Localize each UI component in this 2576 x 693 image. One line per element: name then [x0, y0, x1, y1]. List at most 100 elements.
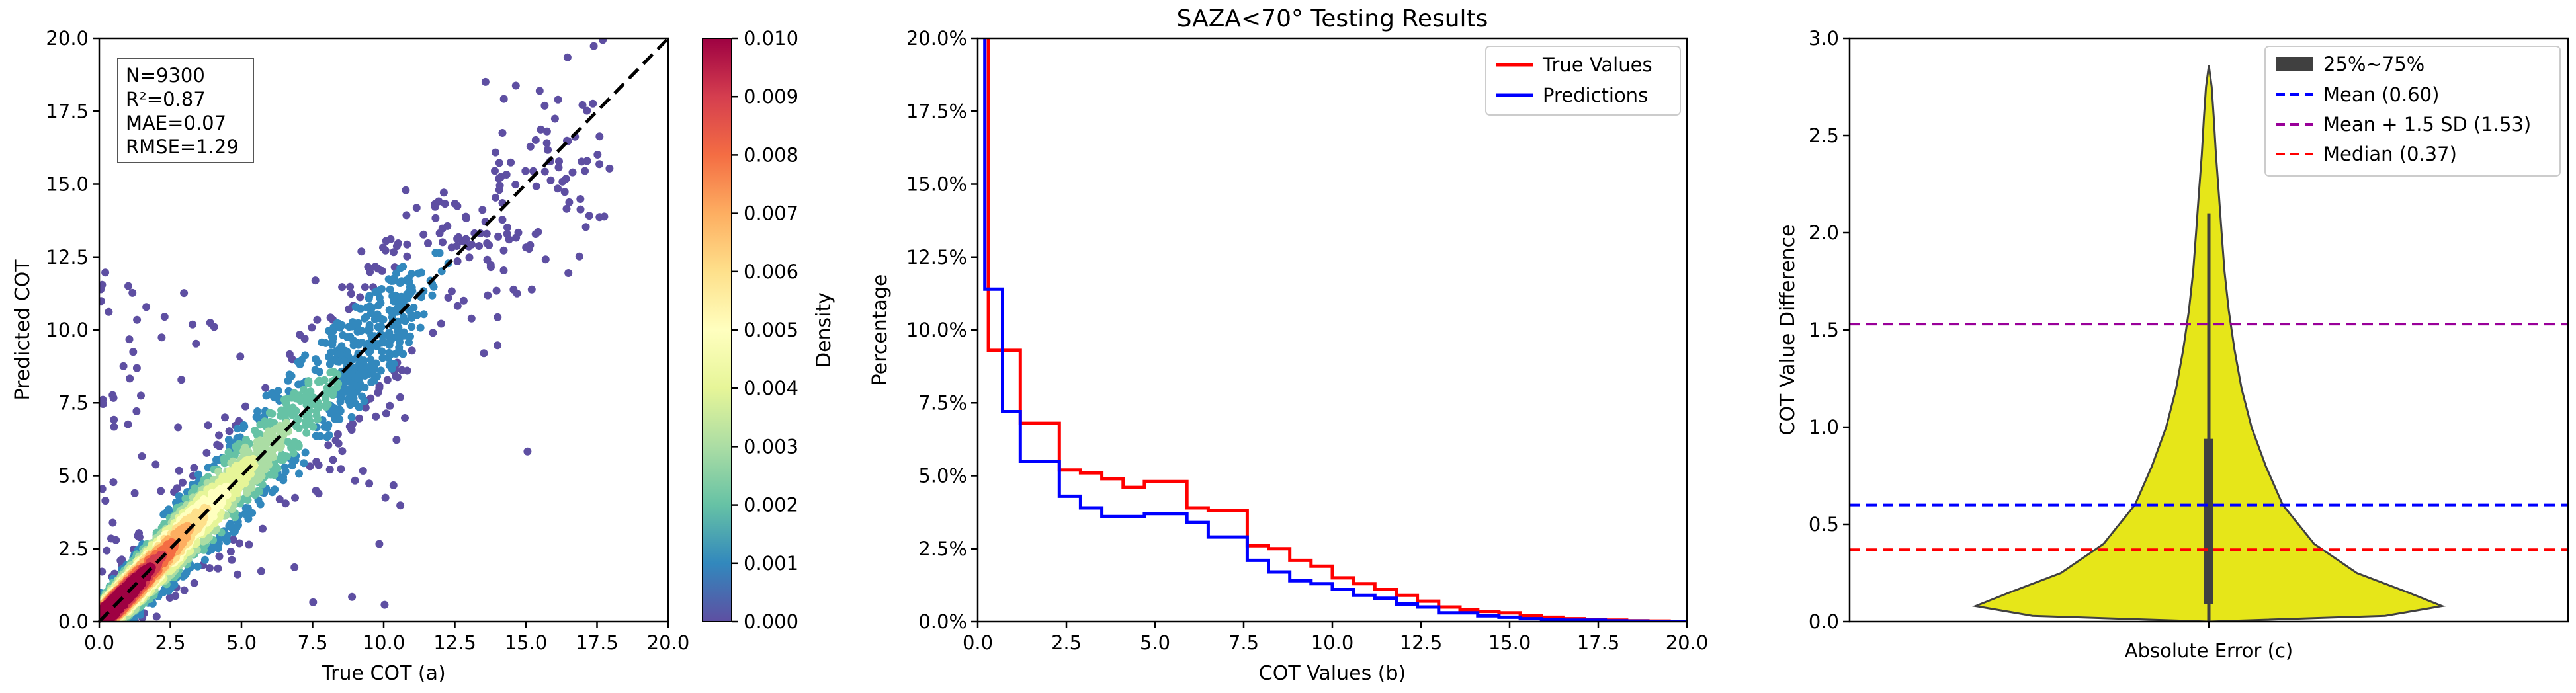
scatter-point [531, 230, 540, 238]
scatter-point [447, 243, 456, 252]
scatter-point [365, 479, 374, 488]
scatter-point [386, 285, 394, 294]
scatter-point [431, 202, 439, 211]
scatter-point [439, 188, 448, 197]
scatter-panel: 0.0 2.5 5.0 7.5 10.0 12.5 15.0 17.5 20.0 0.0 2.5 5… [11, 27, 689, 685]
scatter-point [336, 323, 344, 332]
scatter-point [532, 182, 540, 190]
scatter-point [224, 436, 233, 444]
scatter-point [157, 487, 165, 495]
scatter-point [312, 407, 321, 415]
identity-line [98, 37, 669, 623]
scatter-point [337, 465, 345, 473]
scatter-point [509, 285, 518, 294]
histogram-y-tick-label: 17.5% [906, 100, 967, 122]
scatter-point [565, 198, 574, 206]
scatter-x-label: True COT (a) [321, 662, 445, 685]
scatter-point [595, 213, 604, 222]
violin-y-ticks: 0.0 0.5 1.0 1.5 2.0 2.5 3.0 [1809, 27, 1850, 633]
scatter-point [325, 352, 333, 361]
scatter-point [390, 248, 398, 257]
scatter-point [190, 464, 198, 472]
scatter-point [376, 366, 385, 375]
scatter-point [374, 323, 382, 331]
scatter-point [581, 223, 590, 231]
scatter-point [101, 497, 110, 505]
scatter-point [128, 288, 137, 297]
scatter-point [333, 430, 342, 438]
scatter-point [302, 417, 310, 425]
legend-swatch-iqr [2276, 57, 2313, 71]
scatter-point [99, 400, 107, 408]
scatter-point [444, 294, 452, 302]
scatter-point [558, 177, 567, 186]
scatter-point [202, 448, 211, 457]
scatter-point [542, 127, 551, 136]
scatter-point [191, 513, 200, 522]
scatter-point [132, 364, 141, 372]
scatter-point [491, 167, 499, 175]
scatter-y-tick-label: 15.0 [46, 173, 89, 196]
scatter-point [189, 320, 197, 329]
scatter-point [103, 546, 111, 555]
scatter-point [236, 539, 243, 548]
scatter-point [142, 303, 151, 311]
histogram-title: SAZA<70° Testing Results [1177, 5, 1488, 32]
violin-legend-box [2264, 46, 2561, 177]
scatter-point [383, 376, 392, 384]
scatter-point [494, 232, 503, 241]
scatter-point [503, 229, 511, 238]
scatter-point [550, 114, 559, 123]
histogram-x-tick-label: 12.5 [1400, 632, 1443, 654]
scatter-point [331, 436, 340, 445]
colorbar-tick-label: 0.003 [744, 435, 798, 458]
histogram-y-label: Percentage [869, 274, 892, 386]
violin-y-tick-label: 2.5 [1809, 124, 1839, 147]
scatter-point [180, 586, 189, 594]
scatter-point [157, 333, 166, 342]
histogram-y-ticks: 0.0% 2.5% 5.0% 7.5% 10.0% 12.5% 15.0% 17.5% 20.0… [906, 27, 978, 633]
scatter-point [280, 463, 289, 471]
scatter-point [241, 402, 249, 411]
scatter-point [576, 205, 585, 214]
scatter-point [483, 255, 492, 264]
scatter-point [110, 415, 118, 424]
scatter-point [464, 242, 473, 251]
scatter-point [179, 478, 187, 487]
scatter-point [271, 485, 279, 494]
histogram-x-tick-label: 0.0 [963, 632, 993, 654]
scatter-point [419, 230, 428, 239]
scatter-point [101, 268, 110, 277]
scatter-point [108, 518, 117, 527]
scatter-point [495, 186, 503, 194]
scatter-point [555, 157, 563, 166]
scatter-point [99, 567, 107, 576]
scatter-point [562, 204, 571, 213]
scatter-point [414, 269, 423, 278]
scatter-point [389, 481, 398, 489]
scatter-point [347, 413, 356, 421]
scatter-point [288, 355, 296, 364]
scatter-point [298, 380, 307, 388]
scatter-point [316, 368, 323, 376]
scatter-point [401, 414, 409, 422]
histogram-legend-box [1485, 46, 1681, 116]
scatter-point [441, 200, 449, 208]
scatter-y-tick-label: 0.0 [58, 610, 89, 633]
scatter-point [361, 314, 368, 323]
scatter-x-tick-label: 12.5 [433, 632, 476, 654]
scatter-point [160, 313, 169, 321]
scatter-point [494, 341, 502, 350]
scatter-point [396, 501, 405, 510]
histogram-x-tick-label: 10.0 [1311, 632, 1354, 654]
scatter-point [130, 489, 139, 497]
stat-r2: R²=0.87 [126, 88, 206, 110]
scatter-point [205, 564, 214, 573]
scatter-point [375, 382, 384, 390]
histogram-frame [976, 37, 1688, 623]
stat-mae: MAE=0.07 [126, 112, 226, 134]
scatter-point [125, 335, 134, 344]
scatter-point [361, 283, 369, 292]
scatter-point [507, 158, 515, 167]
